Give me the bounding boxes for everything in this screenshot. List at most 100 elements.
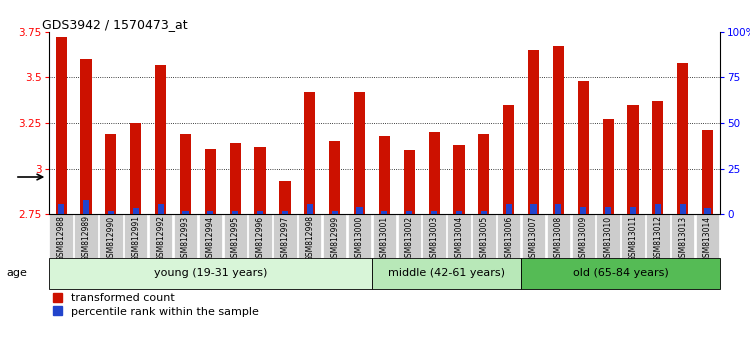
Text: GSM812992: GSM812992: [156, 216, 165, 262]
Text: GSM813005: GSM813005: [479, 216, 488, 262]
Bar: [478, 134, 490, 214]
FancyBboxPatch shape: [696, 214, 719, 258]
FancyBboxPatch shape: [422, 214, 445, 258]
Bar: [155, 65, 166, 214]
Text: GSM813013: GSM813013: [678, 216, 687, 262]
Bar: [105, 134, 116, 214]
Bar: [481, 211, 487, 214]
FancyBboxPatch shape: [224, 214, 247, 258]
Bar: [530, 204, 536, 214]
FancyBboxPatch shape: [124, 214, 148, 258]
Bar: [133, 208, 139, 214]
Bar: [528, 50, 539, 214]
FancyBboxPatch shape: [323, 214, 346, 258]
FancyBboxPatch shape: [298, 214, 322, 258]
FancyBboxPatch shape: [497, 214, 520, 258]
Bar: [680, 204, 686, 214]
FancyBboxPatch shape: [522, 214, 545, 258]
Text: GSM812993: GSM812993: [181, 216, 190, 262]
FancyBboxPatch shape: [447, 214, 471, 258]
Bar: [605, 207, 611, 214]
Bar: [282, 211, 288, 214]
Bar: [307, 204, 313, 214]
Text: GSM812989: GSM812989: [82, 216, 91, 262]
FancyBboxPatch shape: [521, 258, 720, 289]
FancyBboxPatch shape: [671, 214, 694, 258]
Text: GSM813010: GSM813010: [604, 216, 613, 262]
Text: GSM812998: GSM812998: [305, 216, 314, 262]
Bar: [602, 119, 613, 214]
Text: GSM813008: GSM813008: [554, 216, 563, 262]
Bar: [108, 211, 114, 214]
FancyBboxPatch shape: [621, 214, 645, 258]
Bar: [580, 207, 586, 214]
Legend: transformed count, percentile rank within the sample: transformed count, percentile rank withi…: [51, 291, 261, 319]
Bar: [555, 204, 562, 214]
Bar: [702, 130, 713, 214]
FancyBboxPatch shape: [74, 214, 98, 258]
Text: GSM812995: GSM812995: [231, 216, 240, 262]
Bar: [130, 123, 141, 214]
Bar: [431, 211, 437, 214]
Bar: [205, 149, 216, 214]
Bar: [381, 211, 388, 214]
Bar: [553, 46, 564, 214]
Bar: [332, 211, 338, 214]
FancyBboxPatch shape: [199, 214, 222, 258]
Text: GSM813014: GSM813014: [703, 216, 712, 262]
Bar: [578, 81, 589, 214]
Bar: [506, 204, 512, 214]
FancyBboxPatch shape: [49, 258, 372, 289]
Text: GSM812996: GSM812996: [256, 216, 265, 262]
Text: GSM813012: GSM813012: [653, 216, 662, 262]
FancyBboxPatch shape: [373, 214, 396, 258]
Text: age: age: [6, 268, 27, 278]
Bar: [232, 211, 238, 214]
Bar: [279, 181, 290, 214]
Bar: [257, 211, 263, 214]
FancyBboxPatch shape: [50, 214, 73, 258]
Text: GSM813001: GSM813001: [380, 216, 388, 262]
Bar: [628, 105, 638, 214]
FancyBboxPatch shape: [398, 214, 421, 258]
FancyBboxPatch shape: [572, 214, 595, 258]
Text: GSM813004: GSM813004: [454, 216, 464, 262]
FancyBboxPatch shape: [646, 214, 670, 258]
FancyBboxPatch shape: [174, 214, 197, 258]
Bar: [230, 143, 241, 214]
Text: GDS3942 / 1570473_at: GDS3942 / 1570473_at: [42, 18, 188, 31]
Text: GSM812994: GSM812994: [206, 216, 214, 262]
Text: GSM813011: GSM813011: [628, 216, 638, 262]
Text: GSM813007: GSM813007: [529, 216, 538, 262]
Bar: [677, 63, 688, 214]
Text: young (19-31 years): young (19-31 years): [154, 268, 267, 279]
Bar: [304, 92, 316, 214]
Text: GSM812988: GSM812988: [57, 216, 66, 261]
Text: GSM813002: GSM813002: [405, 216, 414, 262]
Bar: [503, 105, 515, 214]
Bar: [83, 200, 89, 214]
FancyBboxPatch shape: [248, 214, 272, 258]
Bar: [329, 141, 340, 214]
FancyBboxPatch shape: [547, 214, 570, 258]
Bar: [406, 211, 412, 214]
Text: GSM812997: GSM812997: [280, 216, 290, 262]
Text: GSM812999: GSM812999: [330, 216, 339, 262]
Bar: [80, 59, 92, 214]
Bar: [379, 136, 390, 214]
Bar: [56, 37, 67, 214]
Bar: [404, 150, 415, 214]
Bar: [158, 204, 164, 214]
Text: old (65-84 years): old (65-84 years): [573, 268, 668, 279]
Bar: [207, 211, 214, 214]
Text: GSM813009: GSM813009: [579, 216, 588, 262]
Text: middle (42-61 years): middle (42-61 years): [388, 268, 505, 279]
FancyBboxPatch shape: [99, 214, 122, 258]
Text: GSM813000: GSM813000: [355, 216, 364, 262]
Bar: [704, 208, 711, 214]
Bar: [456, 211, 462, 214]
Bar: [182, 211, 188, 214]
FancyBboxPatch shape: [348, 214, 371, 258]
Bar: [630, 207, 636, 214]
FancyBboxPatch shape: [273, 214, 296, 258]
